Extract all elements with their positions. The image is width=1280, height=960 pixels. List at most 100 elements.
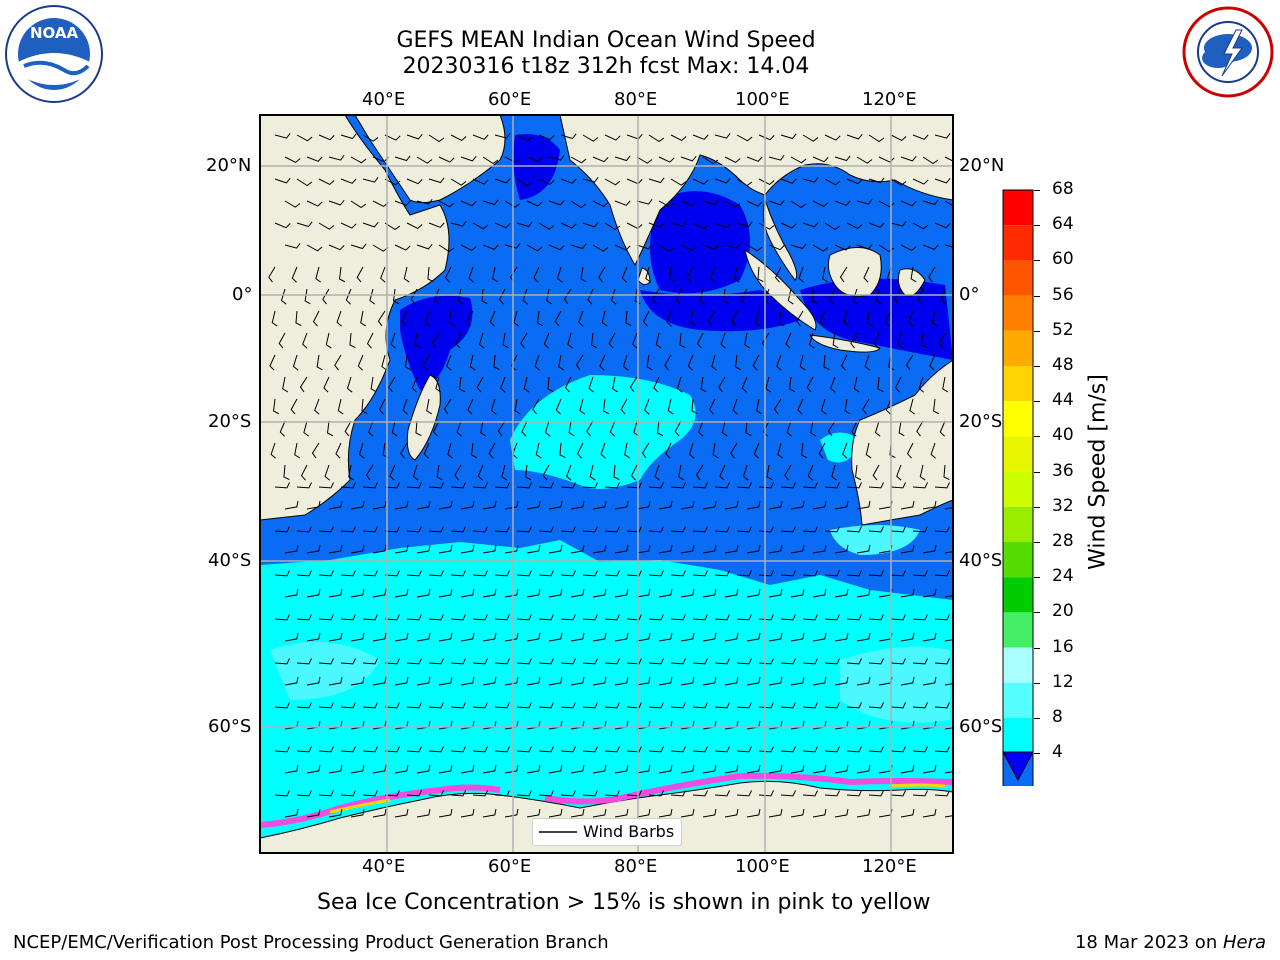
wind-barb <box>447 442 454 459</box>
wind-barb <box>912 570 928 577</box>
wind-barb <box>604 658 620 665</box>
lon-label-top-100e: 100°E <box>735 89 790 110</box>
wind-barb <box>636 588 651 598</box>
wind-barb <box>670 570 686 577</box>
noaa-logo: NOAA <box>4 4 104 104</box>
wind-barb <box>780 614 796 621</box>
wind-barb <box>934 482 950 489</box>
wind-barb <box>626 570 642 577</box>
colorbar-tick-mark <box>1034 366 1040 367</box>
colorbar-tick-mark <box>1034 295 1040 297</box>
colorbar-tick-label: 68 <box>1052 179 1074 199</box>
wind-barb <box>820 398 827 415</box>
wind-barb <box>340 482 356 489</box>
wind-barb <box>670 790 686 797</box>
wind-barb <box>340 222 357 229</box>
wind-barb <box>732 398 738 415</box>
wind-barb <box>516 178 533 187</box>
wind-barb <box>799 354 806 371</box>
wind-barb <box>294 442 301 459</box>
wind-barb <box>325 332 332 349</box>
wind-barb <box>724 500 739 510</box>
wind-barb <box>401 310 408 327</box>
wind-barb <box>834 200 851 206</box>
wind-barb <box>834 676 849 686</box>
wind-barb <box>570 544 585 554</box>
wind-barb <box>707 310 716 327</box>
wind-barb <box>476 376 484 393</box>
wind-barb <box>384 134 401 141</box>
wind-barb <box>533 266 540 283</box>
wind-barb <box>724 156 741 164</box>
wind-barb <box>614 808 629 818</box>
wind-barb <box>912 702 928 709</box>
wind-barb <box>560 614 576 621</box>
wind-barb <box>624 442 631 459</box>
wind-barb <box>758 570 774 577</box>
lon-label-bottom-80e: 80°E <box>614 856 658 877</box>
wind-barb <box>810 420 817 437</box>
wind-barb <box>746 764 761 774</box>
wind-barb <box>570 764 585 774</box>
wind-barb <box>526 588 541 598</box>
wind-barb <box>868 134 885 143</box>
wind-barb <box>832 332 839 349</box>
wind-barb <box>318 746 334 753</box>
wind-barb <box>620 398 628 415</box>
wind-barbs <box>268 132 953 818</box>
wind-barb <box>934 570 950 577</box>
wind-barb <box>890 134 907 142</box>
wind-barb <box>469 354 476 371</box>
wind-barb <box>944 639 953 642</box>
wind-barb <box>692 570 708 577</box>
wind-barb <box>944 551 953 554</box>
wind-barb <box>874 420 881 437</box>
wind-barb <box>626 790 642 797</box>
wind-barb <box>919 464 926 481</box>
wind-barb <box>648 134 665 143</box>
wind-barb <box>944 683 953 686</box>
wind-barb <box>670 178 687 186</box>
wind-barb <box>610 288 617 305</box>
colorbar-tick-label: 28 <box>1052 531 1074 551</box>
wind-barb <box>450 178 467 186</box>
wind-barb <box>312 310 320 327</box>
wind-barb <box>544 420 551 437</box>
wind-barb <box>494 746 510 753</box>
wind-barb <box>856 544 871 554</box>
wind-barb <box>406 658 422 665</box>
wind-barb <box>328 500 343 510</box>
wind-barb <box>940 288 947 305</box>
wind-barb <box>416 198 433 205</box>
wind-barb <box>538 658 554 665</box>
wind-barb <box>538 222 555 230</box>
wind-barb <box>855 464 862 481</box>
wind-barb <box>271 310 278 327</box>
wind-barb <box>416 808 431 818</box>
wind-barb <box>427 266 434 283</box>
wind-barb <box>324 464 330 481</box>
wind-barb <box>504 200 521 208</box>
wind-barbs-legend: Wind Barbs <box>532 818 682 846</box>
wind-barb <box>482 808 497 818</box>
lon-label-bottom-60e: 60°E <box>488 856 532 877</box>
wind-barb <box>780 658 796 665</box>
wind-barb <box>790 544 805 554</box>
wind-barb <box>702 632 717 642</box>
wind-barb <box>944 595 953 598</box>
wind-barb <box>894 376 902 393</box>
wind-barb <box>824 790 840 797</box>
wind-barb <box>648 702 664 709</box>
wind-barb <box>939 420 946 437</box>
wind-barb <box>306 808 321 818</box>
colorbar-segment <box>1003 577 1033 613</box>
wind-barb <box>670 482 686 489</box>
wind-barb <box>670 746 686 753</box>
lon-label-bottom-100e: 100°E <box>735 856 790 877</box>
footer-left: NCEP/EMC/Verification Post Processing Pr… <box>13 932 609 953</box>
wind-barb <box>510 354 518 371</box>
wind-barb <box>460 764 475 774</box>
wind-barb <box>592 500 607 510</box>
wind-barb <box>522 288 528 305</box>
